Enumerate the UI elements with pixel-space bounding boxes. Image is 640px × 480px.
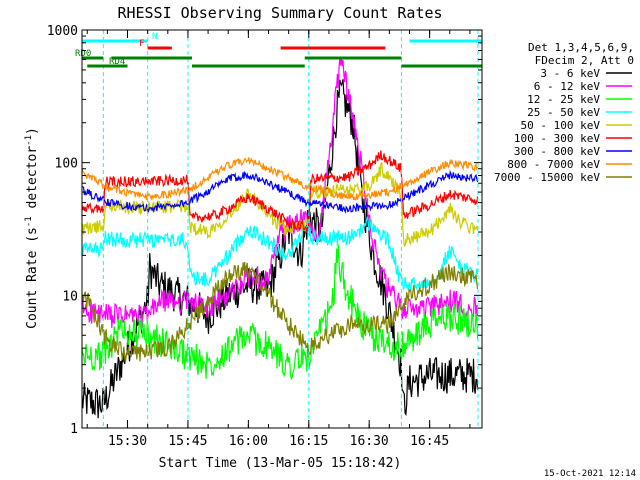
y-tick-label: 1 bbox=[70, 422, 78, 437]
flag-bars: NF RD0 RD4 bbox=[75, 32, 482, 68]
legend-label: 7000 - 15000 keV bbox=[494, 171, 600, 184]
legend-label: 3 - 6 keV bbox=[540, 67, 600, 80]
x-tick-label: 16:00 bbox=[229, 434, 268, 449]
flag-label: N bbox=[152, 32, 157, 42]
y-axis-label-main: Count Rate (s bbox=[25, 227, 40, 329]
y-axis: 1 10 100 1000 bbox=[47, 24, 482, 437]
legend-header: Det 1,3,4,5,6,9, bbox=[528, 41, 634, 54]
flag-label: RD0 bbox=[75, 49, 91, 59]
series-line bbox=[81, 150, 479, 233]
legend-label: 300 - 800 keV bbox=[514, 145, 600, 158]
legend-label: 6 - 12 keV bbox=[534, 80, 601, 93]
legend-label: 25 - 50 keV bbox=[527, 106, 600, 119]
flag-label: F bbox=[139, 39, 144, 49]
series-line bbox=[81, 169, 479, 215]
y-axis-label-tail-sup: -1 bbox=[24, 135, 34, 146]
y-tick-label: 10 bbox=[62, 289, 78, 304]
x-axis-label: Start Time (13-Mar-05 15:18:42) bbox=[159, 456, 402, 471]
y-axis-label-tail: detector bbox=[25, 146, 40, 217]
legend-label: 12 - 25 keV bbox=[527, 93, 600, 106]
legend-label: 50 - 100 keV bbox=[521, 119, 601, 132]
chart-title: RHESSI Observing Summary Count Rates bbox=[117, 4, 442, 22]
x-axis: 15:30 15:45 16:00 16:15 16:30 16:45 bbox=[86, 30, 471, 449]
legend-header: FDecim 2, Att 0 bbox=[535, 54, 634, 67]
y-tick-label: 1000 bbox=[47, 24, 78, 39]
legend-label: 800 - 7000 keV bbox=[507, 158, 600, 171]
cyan-marker-lines bbox=[102, 30, 479, 428]
y-axis-label-close: ) bbox=[25, 127, 40, 135]
plot-frame bbox=[81, 29, 483, 429]
y-axis-label-sup: -1 bbox=[24, 216, 34, 227]
x-tick-label: 15:30 bbox=[108, 434, 147, 449]
series-line bbox=[81, 156, 479, 201]
x-tick-label: 16:15 bbox=[289, 434, 328, 449]
legend-label: 100 - 300 keV bbox=[514, 132, 600, 145]
series-line bbox=[81, 56, 479, 328]
x-tick-label: 16:30 bbox=[350, 434, 389, 449]
footer-timestamp: 15-Oct-2021 12:14 bbox=[544, 469, 636, 479]
legend: Det 1,3,4,5,6,9,FDecim 2, Att 03 - 6 keV… bbox=[494, 41, 634, 184]
y-tick-label: 100 bbox=[55, 157, 78, 172]
flag-label: RD4 bbox=[109, 57, 125, 67]
x-tick-label: 15:45 bbox=[168, 434, 207, 449]
x-tick-label: 16:45 bbox=[410, 434, 449, 449]
y-axis-label: Count Rate (s-1 detector-1) bbox=[24, 127, 40, 329]
